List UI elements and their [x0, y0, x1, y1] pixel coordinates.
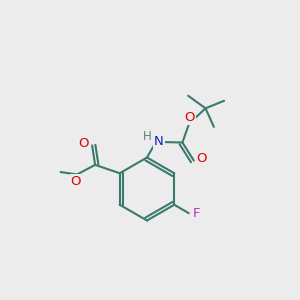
Text: F: F: [192, 207, 200, 220]
Text: O: O: [70, 175, 81, 188]
Text: N: N: [154, 135, 164, 148]
Text: O: O: [184, 111, 195, 124]
Text: O: O: [196, 152, 207, 166]
Text: O: O: [79, 137, 89, 150]
Text: H: H: [142, 130, 152, 143]
